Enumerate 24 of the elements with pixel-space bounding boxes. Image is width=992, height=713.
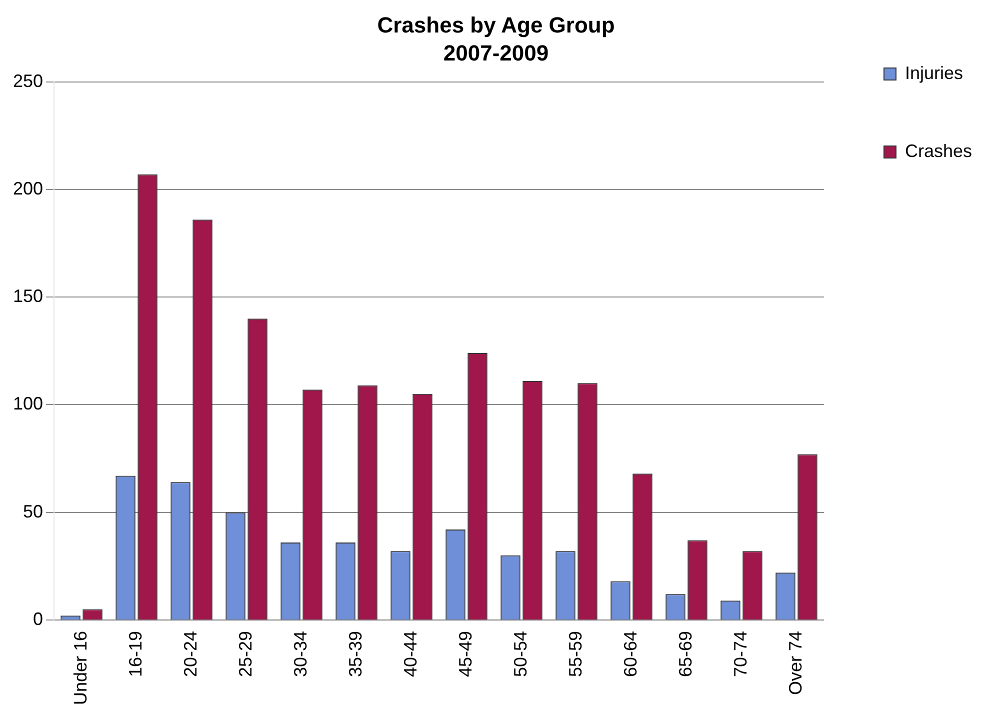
x-tick-label: 60-64 <box>620 630 640 677</box>
x-tick-label: 20-24 <box>180 630 200 677</box>
y-tick-label: 250 <box>12 70 44 91</box>
legend-label: Crashes <box>904 140 972 161</box>
y-tick-label: 200 <box>12 178 44 198</box>
y-tick-label: 0 <box>33 608 44 629</box>
x-tick-label: 45-49 <box>455 630 476 677</box>
x-tick-label: Under 16 <box>70 630 90 706</box>
legend-label: Injuries <box>904 62 964 83</box>
x-tick-label: 16-19 <box>125 630 146 677</box>
x-tick-label: 65-69 <box>675 630 696 677</box>
chart-title: Crashes by Age Group <box>377 12 615 38</box>
x-tick-label: 25-29 <box>235 630 256 677</box>
x-tick-label: 55-59 <box>565 630 586 677</box>
y-tick-label: 50 <box>23 501 44 522</box>
chart-subtitle: 2007-2009 <box>443 40 549 66</box>
x-tick-label: 30-34 <box>290 630 310 677</box>
x-tick-label: 50-54 <box>510 630 530 677</box>
y-tick-label: 100 <box>12 394 44 414</box>
y-tick-label: 150 <box>12 286 44 306</box>
x-tick-label: 35-39 <box>345 630 366 677</box>
x-tick-label: 70-74 <box>730 630 750 677</box>
x-tick-label: Over 74 <box>785 630 806 695</box>
x-tick-label: 40-44 <box>400 630 420 677</box>
